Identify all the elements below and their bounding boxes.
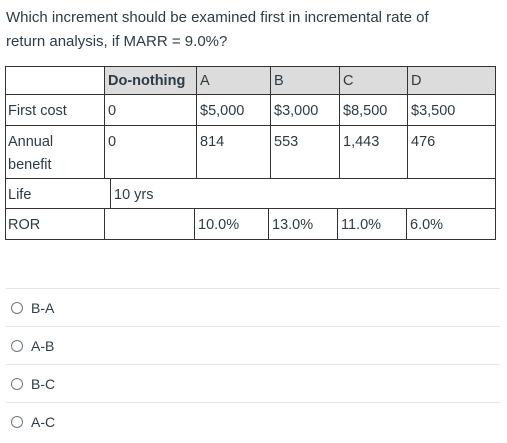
radio-button[interactable] bbox=[11, 340, 23, 352]
table-border bbox=[5, 66, 6, 240]
table-border bbox=[268, 208, 269, 240]
annual-benefit-do-nothing: 0 bbox=[108, 134, 117, 150]
row-label-ror: ROR bbox=[8, 217, 41, 233]
table-border bbox=[5, 239, 496, 240]
first-cost-d: $3,500 bbox=[411, 103, 456, 119]
header-alt-b: B bbox=[274, 73, 284, 89]
answer-choice[interactable]: B-A bbox=[6, 288, 500, 326]
annual-benefit-d: 476 bbox=[411, 134, 436, 150]
header-row-background bbox=[104, 67, 496, 94]
table-border bbox=[337, 208, 338, 240]
header-do-nothing: Do-nothing bbox=[108, 73, 186, 89]
ror-d: 6.0% bbox=[410, 217, 444, 233]
radio-button[interactable] bbox=[11, 416, 23, 428]
answer-choices: B-A A-B B-C A-C bbox=[6, 288, 500, 440]
header-alt-c: C bbox=[343, 73, 354, 89]
table-border bbox=[5, 208, 496, 209]
answer-choice-label[interactable]: B-C bbox=[31, 376, 56, 392]
answer-choice-label[interactable]: A-C bbox=[31, 414, 56, 430]
first-cost-a: $5,000 bbox=[200, 103, 245, 119]
table-border bbox=[196, 66, 197, 179]
table-border bbox=[339, 66, 340, 179]
row-label-first-cost: First cost bbox=[8, 103, 67, 119]
ror-b: 13.0% bbox=[272, 217, 314, 233]
table-border bbox=[104, 66, 105, 179]
question-text: Which increment should be examined first… bbox=[6, 6, 496, 54]
row-label-annual-benefit-line2: benefit bbox=[8, 157, 52, 173]
table-border bbox=[5, 94, 496, 95]
table-border bbox=[407, 66, 408, 179]
table-border bbox=[194, 208, 195, 240]
table-border bbox=[110, 178, 111, 209]
life-value: 10 yrs bbox=[114, 187, 154, 203]
annual-benefit-c: 1,443 bbox=[343, 134, 380, 150]
ror-a: 10.0% bbox=[198, 217, 240, 233]
ror-do-nothing bbox=[106, 213, 110, 215]
table-border bbox=[5, 66, 496, 67]
question-line-1: Which increment should be examined first… bbox=[6, 9, 429, 26]
table-border bbox=[270, 66, 271, 179]
data-table: Do-nothing A B C D First cost 0 $5,000 $… bbox=[5, 66, 496, 240]
header-alt-d: D bbox=[411, 73, 422, 89]
first-cost-b: $3,000 bbox=[274, 103, 319, 119]
first-cost-do-nothing: 0 bbox=[108, 103, 117, 119]
ror-c: 11.0% bbox=[341, 217, 382, 233]
answer-choice[interactable]: A-C bbox=[6, 402, 500, 440]
answer-choice[interactable]: B-C bbox=[6, 364, 500, 402]
row-label-annual-benefit-line1: Annual bbox=[8, 134, 54, 150]
answer-choice[interactable]: A-B bbox=[6, 326, 500, 364]
radio-button[interactable] bbox=[11, 378, 23, 390]
annual-benefit-b: 553 bbox=[274, 134, 299, 150]
row-label-life: Life bbox=[8, 187, 32, 203]
table-border bbox=[406, 208, 407, 240]
header-alt-a: A bbox=[200, 73, 210, 89]
answer-choice-label[interactable]: B-A bbox=[31, 300, 55, 316]
answer-choice-label[interactable]: A-B bbox=[31, 338, 55, 354]
question-line-2: return analysis, if MARR = 9.0%? bbox=[6, 33, 228, 50]
table-border bbox=[104, 208, 105, 240]
radio-button[interactable] bbox=[11, 302, 23, 314]
annual-benefit-a: 814 bbox=[200, 134, 225, 150]
table-border bbox=[5, 125, 496, 126]
table-border bbox=[5, 178, 496, 179]
first-cost-c: $8,500 bbox=[343, 103, 388, 119]
table-border bbox=[495, 66, 496, 240]
